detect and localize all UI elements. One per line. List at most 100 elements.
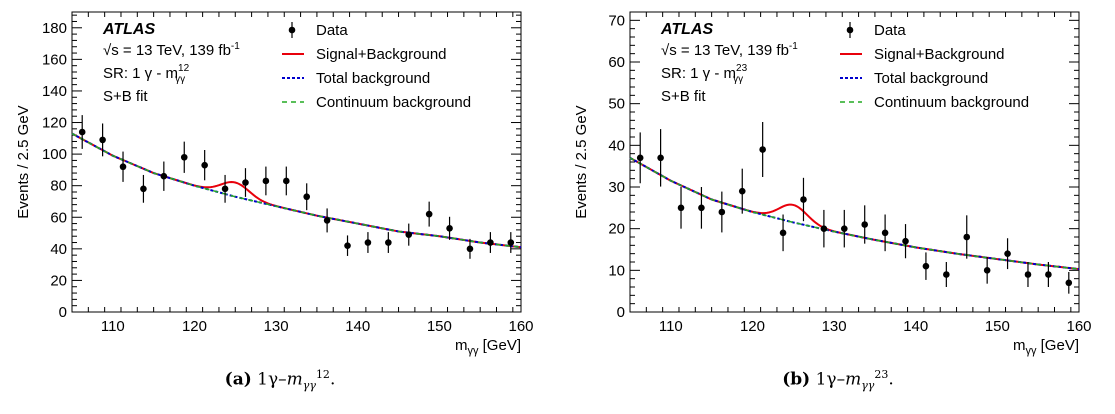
data-point bbox=[466, 245, 474, 253]
chart-a: 110 120 130 140 150 160 0 20 40 60 80 100 120 140 160 1… bbox=[15, 11, 534, 357]
x-tick-label: 150 bbox=[985, 318, 1010, 335]
y-tick-label: 10 bbox=[608, 262, 625, 279]
data-point bbox=[636, 154, 644, 162]
y-tick-label: 40 bbox=[50, 241, 67, 258]
data-point bbox=[242, 179, 249, 186]
signal-background-curve bbox=[629, 156, 1080, 271]
data-point bbox=[425, 210, 433, 218]
caption-letter: (b) bbox=[782, 369, 811, 390]
data-point bbox=[99, 136, 106, 144]
y-tick-label: 80 bbox=[50, 178, 67, 195]
x-tick-label: 110 bbox=[659, 318, 683, 335]
legend-data-marker bbox=[846, 26, 854, 34]
region-label: SR: 1 γ - m12 γγ bbox=[103, 63, 190, 85]
caption-variable: m bbox=[845, 369, 862, 390]
data-point bbox=[507, 239, 515, 246]
data-point bbox=[738, 187, 746, 195]
data-point bbox=[759, 146, 766, 153]
region-label: SR: 1 γ - m23 γγ bbox=[661, 63, 748, 85]
chart-panel-b: 110 120 130 140 150 160 0 10 20 30 40 50 60 70 Events … bbox=[558, 0, 1115, 414]
caption-letter: (a) bbox=[224, 369, 252, 390]
total-background-curve bbox=[629, 156, 1080, 271]
x-tick-label: 120 bbox=[740, 318, 765, 335]
energy-label: √s = 13 TeV, 139 fb-1 bbox=[661, 41, 798, 59]
data-point bbox=[78, 128, 86, 136]
data-point bbox=[201, 161, 208, 169]
x-tick-label: 160 bbox=[508, 318, 533, 335]
y-tick-label: 20 bbox=[608, 221, 625, 238]
x-tick-label: 140 bbox=[903, 318, 928, 335]
data-point bbox=[922, 262, 930, 270]
caption-suffix: . bbox=[888, 369, 894, 390]
y-tick-label: 60 bbox=[608, 54, 625, 71]
y-tick-label: 0 bbox=[617, 304, 625, 321]
x-tick-label: 130 bbox=[264, 318, 289, 335]
legend-entry: Continuum background bbox=[316, 94, 471, 111]
x-axis-label: mγγ [GeV] bbox=[1013, 337, 1079, 357]
data-point bbox=[881, 229, 889, 237]
data-point bbox=[779, 229, 787, 237]
legend-entry: Total background bbox=[874, 70, 988, 87]
data-point bbox=[160, 172, 168, 180]
caption-subscript: γγ bbox=[302, 379, 316, 393]
y-tick-label: 180 bbox=[42, 20, 67, 37]
data-point bbox=[364, 239, 372, 246]
data-point bbox=[840, 225, 848, 232]
x-axis-label: mγγ [GeV] bbox=[455, 337, 521, 357]
data-point bbox=[902, 237, 909, 245]
chart-b: 110 120 130 140 150 160 0 10 20 30 40 50 60 70 Events … bbox=[573, 11, 1092, 357]
legend-entry: Signal+Background bbox=[316, 46, 447, 63]
caption-prefix: 1γ– bbox=[257, 369, 287, 390]
data-point bbox=[344, 242, 351, 249]
fit-label: S+B fit bbox=[661, 88, 706, 105]
data-point bbox=[1024, 271, 1032, 278]
total-background-curve bbox=[71, 132, 522, 249]
data-point bbox=[657, 154, 664, 162]
energy-label: √s = 13 TeV, 139 fb-1 bbox=[103, 41, 240, 59]
data-point bbox=[1004, 250, 1011, 257]
y-tick-label: 100 bbox=[42, 146, 67, 163]
data-point bbox=[119, 163, 127, 171]
data-point bbox=[405, 231, 413, 238]
data-point bbox=[943, 271, 950, 278]
y-tick-label: 60 bbox=[50, 209, 67, 226]
data-point bbox=[861, 221, 869, 228]
y-tick-label: 0 bbox=[59, 304, 67, 321]
y-axis-label: Events / 2.5 GeV bbox=[15, 105, 32, 218]
y-tick-label: 40 bbox=[608, 137, 625, 154]
data-point bbox=[140, 185, 147, 193]
data-point bbox=[262, 177, 270, 185]
data-point bbox=[800, 196, 807, 203]
legend-entry: Data bbox=[316, 22, 348, 39]
figure-caption-b: (b) 1γ–mγγ23. bbox=[688, 368, 988, 392]
plot-frame bbox=[71, 11, 522, 313]
caption-subscript: γγ bbox=[861, 379, 875, 393]
data-point bbox=[385, 239, 392, 246]
y-tick-label: 70 bbox=[608, 12, 625, 29]
data-point bbox=[323, 217, 331, 224]
x-tick-label: 130 bbox=[822, 318, 847, 335]
y-tick-label: 20 bbox=[50, 272, 67, 289]
figure-caption-a: (a) 1γ–mγγ12. bbox=[130, 368, 430, 392]
signal-background-curve bbox=[71, 132, 522, 249]
x-tick-label: 150 bbox=[427, 318, 452, 335]
continuum-background-curve bbox=[71, 132, 522, 249]
x-tick-label: 120 bbox=[182, 318, 207, 335]
data-point bbox=[698, 204, 705, 212]
y-tick-label: 30 bbox=[608, 179, 625, 196]
continuum-background-curve bbox=[629, 157, 1080, 270]
atlas-label: ATLAS bbox=[102, 21, 155, 38]
legend-entry: Total background bbox=[316, 70, 430, 87]
data-point bbox=[303, 193, 311, 201]
data-point bbox=[221, 185, 229, 193]
x-tick-label: 110 bbox=[101, 318, 125, 335]
legend-entry: Signal+Background bbox=[874, 46, 1005, 63]
caption-prefix: 1γ– bbox=[815, 369, 846, 390]
data-point bbox=[963, 233, 971, 241]
y-axis-label: Events / 2.5 GeV bbox=[573, 105, 590, 218]
caption-superscript: 23 bbox=[874, 368, 889, 381]
data-point bbox=[983, 267, 991, 274]
data-point bbox=[282, 177, 290, 185]
x-tick-label: 140 bbox=[345, 318, 370, 335]
caption-suffix: . bbox=[329, 369, 336, 390]
